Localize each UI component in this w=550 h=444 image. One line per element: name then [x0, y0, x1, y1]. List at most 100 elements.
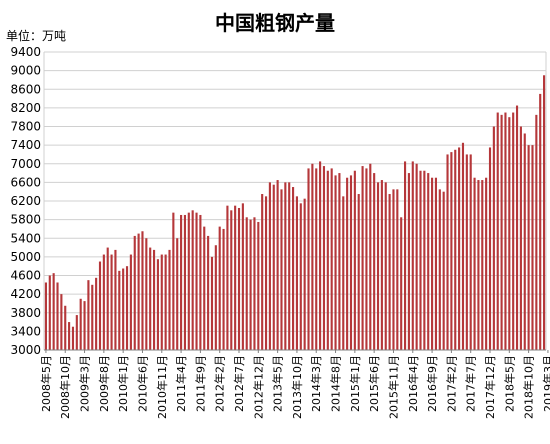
bar: [118, 270, 121, 350]
bar: [330, 168, 333, 350]
bar: [210, 256, 214, 350]
bar: [527, 145, 530, 350]
bar: [319, 161, 322, 350]
bar: [44, 282, 47, 350]
bar-series: [44, 75, 546, 350]
bar: [419, 170, 422, 350]
bar: [515, 105, 519, 350]
y-tick-label: 7000: [10, 157, 41, 171]
x-tick-label: 2009年3月: [78, 355, 92, 412]
bar: [442, 191, 445, 350]
bar: [218, 226, 221, 350]
bar: [79, 298, 82, 350]
y-tick-label: 9000: [10, 64, 41, 78]
y-tick-label: 6600: [10, 175, 41, 189]
bar: [292, 187, 295, 350]
bar: [261, 194, 264, 350]
bar: [168, 249, 171, 350]
bar: [191, 210, 194, 350]
bar: [183, 214, 187, 350]
x-tick-label: 2017年2月: [444, 355, 458, 412]
bar: [500, 114, 503, 350]
bar: [288, 182, 291, 350]
bar: [322, 166, 326, 350]
x-tick-label: 2010年11月: [155, 355, 169, 419]
bar: [295, 196, 298, 350]
x-tick-label: 2014年8月: [329, 355, 343, 412]
x-tick-label: 2015年11月: [386, 355, 400, 419]
bar: [253, 217, 256, 350]
bar: [133, 235, 136, 350]
bar: [234, 205, 237, 350]
bar: [481, 180, 484, 350]
bar: [361, 166, 364, 350]
x-tick-label: 2011年9月: [193, 355, 207, 412]
y-tick-label: 8600: [10, 82, 41, 96]
bar: [272, 184, 275, 350]
bar: [156, 259, 159, 350]
bar: [342, 196, 345, 350]
x-tick-label: 2009年8月: [97, 355, 111, 412]
gridlines: [43, 51, 547, 351]
y-tick-label: 3800: [10, 306, 41, 320]
bar: [60, 294, 63, 350]
bar: [52, 273, 55, 350]
bar: [473, 177, 476, 350]
bar: [172, 212, 175, 350]
bar: [187, 212, 190, 350]
bar: [543, 75, 546, 350]
bar: [145, 238, 148, 350]
bar: [465, 154, 468, 350]
bar: [311, 163, 314, 350]
bar: [152, 249, 156, 350]
bar: [461, 142, 465, 350]
x-tick-label: 2018年5月: [502, 355, 516, 412]
x-tick-label: 2011年4月: [174, 355, 188, 412]
bar: [164, 254, 167, 350]
x-tick-label: 2008年5月: [39, 355, 53, 412]
bar: [91, 284, 94, 350]
bar: [488, 147, 492, 350]
x-tick-label: 2016年9月: [425, 355, 439, 412]
bar: [249, 219, 252, 350]
bar: [446, 154, 449, 350]
bar: [102, 254, 105, 350]
x-tick-label: 2015年6月: [367, 355, 381, 412]
x-tick-label: 2012年2月: [213, 355, 227, 412]
bar: [485, 177, 488, 350]
bar: [353, 170, 356, 350]
y-tick-label: 4200: [10, 287, 41, 301]
bar: [226, 205, 229, 350]
y-tick-label: 7400: [10, 138, 41, 152]
bar: [241, 203, 244, 350]
bar: [87, 280, 90, 350]
bar: [349, 175, 353, 350]
bar: [280, 189, 283, 350]
bar: [512, 112, 515, 350]
bar: [230, 210, 233, 350]
bar: [519, 126, 522, 350]
x-tick-label: 2012年12月: [251, 355, 265, 419]
bar: [531, 145, 534, 350]
bar: [222, 228, 225, 350]
bar: [380, 180, 383, 350]
bar: [469, 154, 472, 350]
x-tick-label: 2008年10月: [58, 355, 72, 419]
bar: [137, 233, 140, 350]
bar: [508, 117, 511, 350]
bar: [284, 182, 287, 350]
bar: [411, 161, 414, 350]
y-tick-label: 7800: [10, 120, 41, 134]
y-tick-label: 3000: [10, 343, 41, 357]
y-axis: 3000 3400 3800 4200 4600 5000 5400 5800 6200 6600…: [10, 45, 41, 357]
bar: [477, 180, 480, 350]
bar: [523, 133, 526, 350]
bar: [450, 152, 453, 350]
bar: [98, 261, 102, 350]
bar: [384, 182, 387, 350]
chart-title: 中国粗钢产量: [215, 11, 335, 35]
bar: [245, 217, 248, 350]
bar: [268, 182, 271, 350]
bar: [427, 173, 430, 350]
bar: [338, 173, 341, 350]
